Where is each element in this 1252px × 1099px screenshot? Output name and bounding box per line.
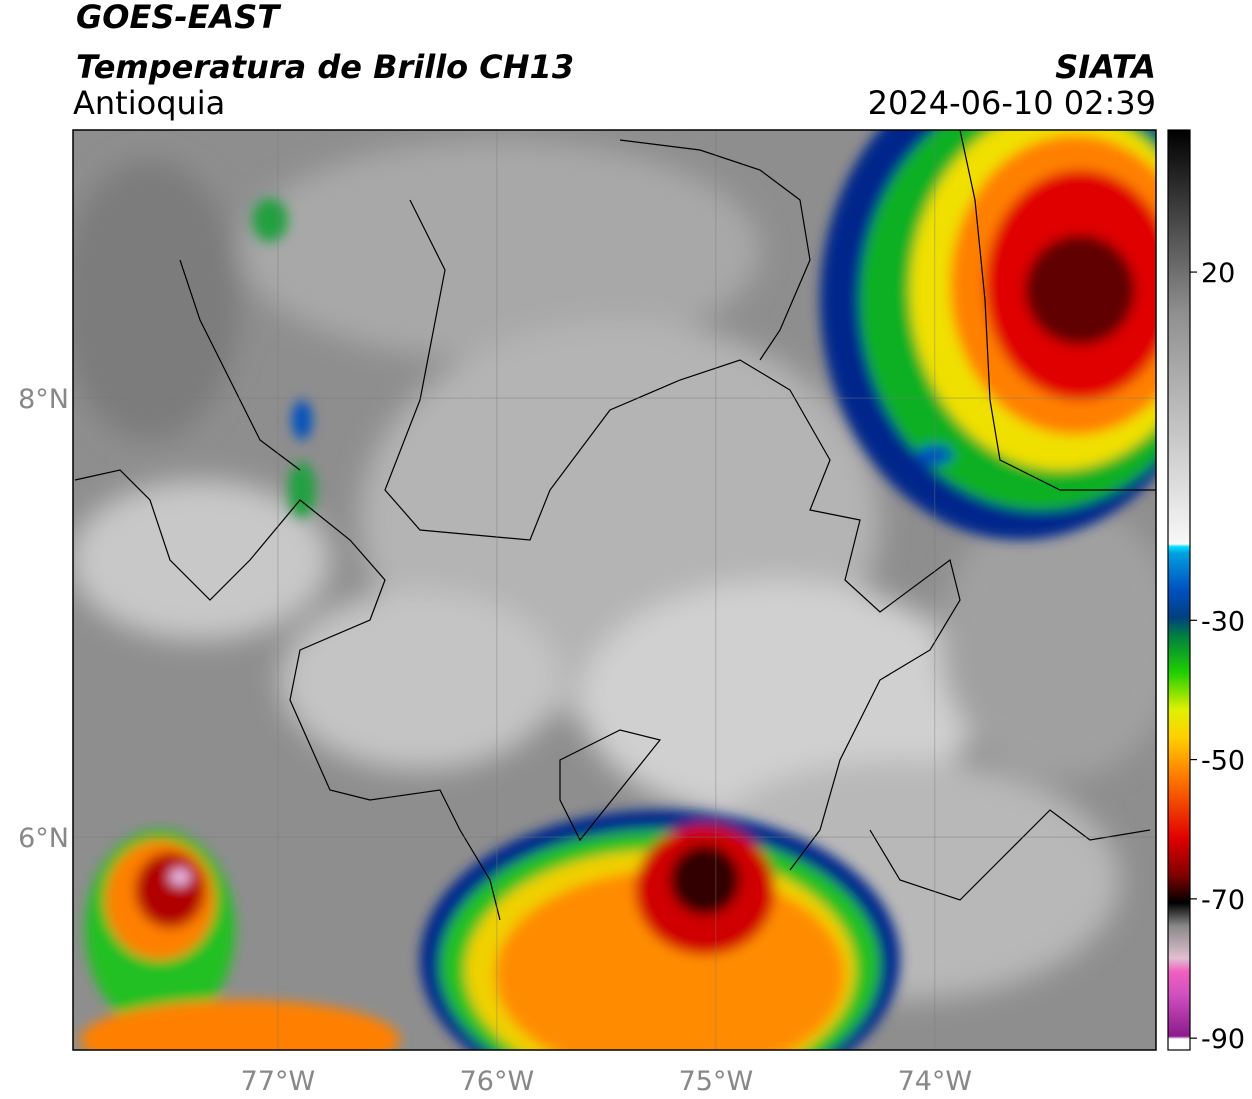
axes: 77°W 76°W 75°W 74°W 6°N 8°N 20 -30 -50 -70 -90	[18, 258, 1245, 1097]
satellite-image	[73, 130, 1156, 1050]
y-tick-label: 6°N	[18, 823, 69, 854]
subtitle: Temperatura de Brillo CH13	[76, 48, 574, 86]
y-tick-label: 8°N	[18, 384, 69, 415]
colorbar	[1167, 129, 1191, 1051]
plot-frame	[72, 129, 1157, 1051]
colorbar-tick-label: -70	[1201, 885, 1245, 916]
x-tick-label: 74°W	[898, 1066, 973, 1097]
colorbar-tick-label: -90	[1201, 1024, 1245, 1055]
colorbar-tick-label: -30	[1201, 606, 1245, 637]
x-tick-label: 76°W	[460, 1066, 535, 1097]
region: Antioquia	[73, 84, 225, 122]
grid	[73, 130, 1156, 1050]
source: SIATA	[1055, 48, 1156, 86]
colorbar-tick-label: 20	[1201, 258, 1235, 289]
datetime: 2024-06-10 02:39	[868, 84, 1156, 122]
x-tick-label: 75°W	[679, 1066, 754, 1097]
title: GOES-EAST	[76, 0, 281, 36]
colorbar-tick-label: -50	[1201, 746, 1245, 777]
x-tick-label: 77°W	[241, 1066, 316, 1097]
